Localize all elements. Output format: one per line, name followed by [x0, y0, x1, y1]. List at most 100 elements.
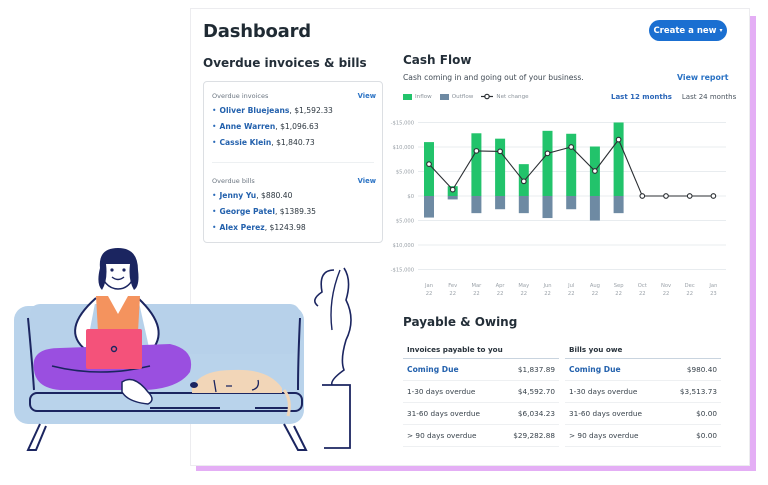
outflow-bar[interactable] [566, 196, 577, 210]
view-report-link[interactable]: View report [677, 73, 729, 82]
net-change-point[interactable] [615, 136, 622, 143]
x-axis-tick-label: 22 [473, 291, 480, 297]
y-axis-tick-label: $10,000 [393, 145, 414, 151]
x-axis-tick-label: Oct [638, 283, 647, 289]
amount: , $1,592.33 [289, 105, 333, 115]
row-label: 1-30 days overdue [407, 387, 476, 396]
row-label: 31-60 days overdue [407, 409, 480, 418]
outflow-bar[interactable] [589, 196, 600, 221]
amount: , $1,096.63 [275, 121, 319, 131]
view-overdue-bills-link[interactable]: View [357, 177, 376, 185]
bullet: • [212, 222, 217, 232]
x-axis-tick-label: Dec [685, 283, 695, 289]
plant-icon [314, 267, 352, 386]
table-row: 1-30 days overdue $3,513.73 [565, 381, 721, 403]
table-header: Bills you owe [565, 340, 721, 359]
list-item: • Anne Warren , $1,096.63 [212, 118, 376, 134]
net-change-point[interactable] [592, 168, 598, 174]
amount: , $1243.98 [264, 222, 306, 232]
inflow-bar[interactable] [495, 138, 506, 196]
payable-owing-title: Payable & Owing [403, 315, 518, 329]
woman-on-sofa-illustration [14, 248, 352, 451]
customer-link[interactable]: Anne Warren [219, 121, 276, 131]
coming-due-link[interactable]: Coming Due [407, 365, 459, 374]
laptop-icon [86, 329, 142, 369]
list-item: • Alex Perez , $1243.98 [212, 219, 376, 235]
legend-inflow-label: Inflow [415, 93, 432, 100]
inflow-bar[interactable] [424, 142, 434, 196]
net-change-point[interactable] [568, 144, 575, 150]
invoices-payable-table: Invoices payable to you Coming Due $1,83… [403, 340, 559, 447]
view-overdue-invoices-link[interactable]: View [357, 92, 376, 100]
table-row: > 90 days overdue $0.00 [565, 425, 721, 447]
y-axis-tick-label: $10,000 [393, 243, 414, 249]
customer-link[interactable]: Oliver Bluejeans [219, 105, 290, 115]
bullet: • [212, 121, 217, 131]
vendor-link[interactable]: Jenny Yu [219, 190, 257, 200]
bills-owe-table: Bills you owe Coming Due $980.40 1-30 da… [565, 340, 721, 447]
range-last-12-months[interactable]: Last 12 months [611, 93, 672, 101]
x-axis-tick-label: Jan [708, 283, 717, 289]
net-change-point[interactable] [710, 193, 717, 199]
net-change-point[interactable] [449, 186, 456, 193]
range-last-24-months[interactable]: Last 24 months [681, 93, 737, 101]
x-axis-tick-label: 23 [710, 291, 717, 297]
outflow-bar[interactable] [447, 196, 458, 200]
net-change-point[interactable] [520, 178, 527, 185]
dog-icon [192, 369, 282, 393]
x-axis-tick-label: Fev [448, 283, 457, 289]
customer-link[interactable]: Cassie Klein [219, 137, 272, 147]
amount: $4,592.70 [517, 387, 555, 396]
outflow-bar[interactable] [542, 196, 553, 219]
x-axis-tick-label: Sep [614, 283, 624, 289]
chart-legend: Inflow Outflow Net change [403, 93, 529, 100]
create-new-button[interactable]: Create a new ▾ [649, 20, 727, 41]
amount: $29,282.88 [513, 431, 555, 440]
inflow-bar[interactable] [566, 133, 577, 196]
cashflow-title: Cash Flow [403, 53, 472, 67]
net-change-point[interactable] [639, 193, 646, 199]
net-change-point[interactable] [663, 193, 669, 199]
caret-down-icon: ▾ [719, 27, 723, 34]
bullet: • [212, 190, 217, 200]
cashflow-subtitle: Cash coming in and going out of your bus… [403, 73, 584, 82]
x-axis-tick-label: May [518, 283, 529, 289]
x-axis-tick-label: 22 [615, 291, 622, 297]
outflow-bar[interactable] [613, 196, 624, 214]
inflow-bar[interactable] [613, 122, 624, 197]
y-axis-tick-label: -$15,000 [391, 268, 414, 274]
vendor-link[interactable]: Alex Perez [219, 222, 265, 232]
bullet: • [212, 137, 217, 147]
outflow-bar[interactable] [424, 196, 434, 218]
inflow-bar[interactable] [542, 130, 553, 196]
overdue-invoices-label: Overdue invoices [212, 92, 269, 100]
coming-due-link[interactable]: Coming Due [569, 365, 621, 374]
outflow-bar[interactable] [495, 196, 506, 210]
net-change-point[interactable] [544, 150, 551, 157]
net-change-point[interactable] [473, 148, 480, 154]
inflow-bar[interactable] [471, 133, 482, 196]
x-axis-tick-label: 22 [544, 291, 551, 297]
net-change-marker-icon [481, 93, 494, 100]
amount: $0.00 [696, 431, 717, 440]
x-axis-tick-label: Jun [542, 283, 551, 289]
net-change-point[interactable] [497, 148, 503, 155]
table-header: Invoices payable to you [403, 340, 559, 359]
outflow-bar[interactable] [471, 196, 482, 214]
row-label: 31-60 days overdue [569, 409, 642, 418]
net-change-point[interactable] [686, 193, 693, 199]
vendor-link[interactable]: George Patel [219, 206, 275, 216]
x-axis-tick-label: Mar [472, 283, 483, 289]
overdue-invoices-section: Overdue invoices View • Oliver Bluejeans… [212, 90, 376, 150]
table-row: 31-60 days overdue $0.00 [565, 403, 721, 425]
outflow-bar[interactable] [518, 196, 529, 214]
amount: $1,837.89 [517, 365, 555, 374]
net-change-point[interactable] [426, 161, 432, 168]
table-row: > 90 days overdue $29,282.88 [403, 425, 559, 447]
list-item: • Jenny Yu , $880.40 [212, 187, 376, 203]
amount: $0.00 [696, 409, 717, 418]
create-new-label: Create a new [653, 25, 717, 36]
x-axis-tick-label: Nov [661, 283, 671, 289]
x-axis-tick-label: Aug [590, 283, 600, 289]
y-axis-tick-label: $5,000 [396, 170, 414, 176]
